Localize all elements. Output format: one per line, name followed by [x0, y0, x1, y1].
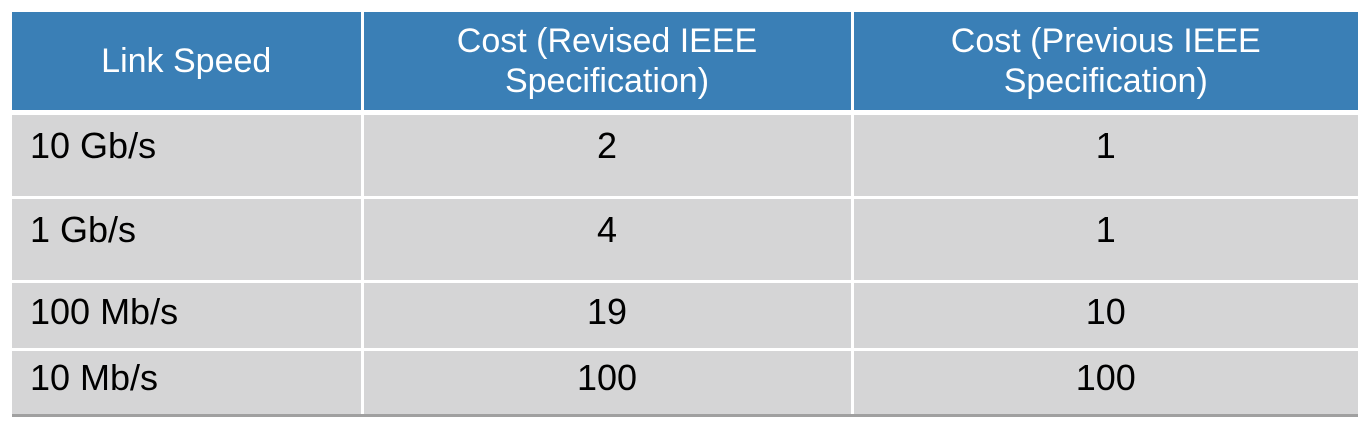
cell-link-speed: 10 Gb/s: [12, 112, 364, 199]
cell-cost-revised: 4: [362, 197, 854, 283]
cost-table-container: Link Speed Cost (Revised IEEE Specificat…: [12, 12, 1358, 426]
link-cost-table: Link Speed Cost (Revised IEEE Specificat…: [12, 12, 1358, 417]
table-row: 10 Mb/s 100 100: [12, 349, 1358, 417]
cell-cost-previous: 100: [852, 349, 1358, 417]
cell-link-speed: 100 Mb/s: [12, 281, 364, 351]
cell-cost-previous: 1: [852, 112, 1358, 199]
table-header-row: Link Speed Cost (Revised IEEE Specificat…: [12, 12, 1358, 115]
cell-link-speed: 1 Gb/s: [12, 197, 364, 283]
header-cost-previous: Cost (Previous IEEE Specification): [852, 12, 1358, 115]
table-row: 10 Gb/s 2 1: [12, 112, 1358, 199]
cell-cost-previous: 1: [852, 197, 1358, 283]
cell-link-speed: 10 Mb/s: [12, 349, 364, 417]
cell-cost-previous: 10: [852, 281, 1358, 351]
header-cost-revised: Cost (Revised IEEE Specification): [362, 12, 854, 115]
cell-cost-revised: 100: [362, 349, 854, 417]
cell-cost-revised: 2: [362, 112, 854, 199]
header-link-speed: Link Speed: [12, 12, 364, 115]
table-row: 1 Gb/s 4 1: [12, 197, 1358, 283]
cell-cost-revised: 19: [362, 281, 854, 351]
table-row: 100 Mb/s 19 10: [12, 281, 1358, 351]
